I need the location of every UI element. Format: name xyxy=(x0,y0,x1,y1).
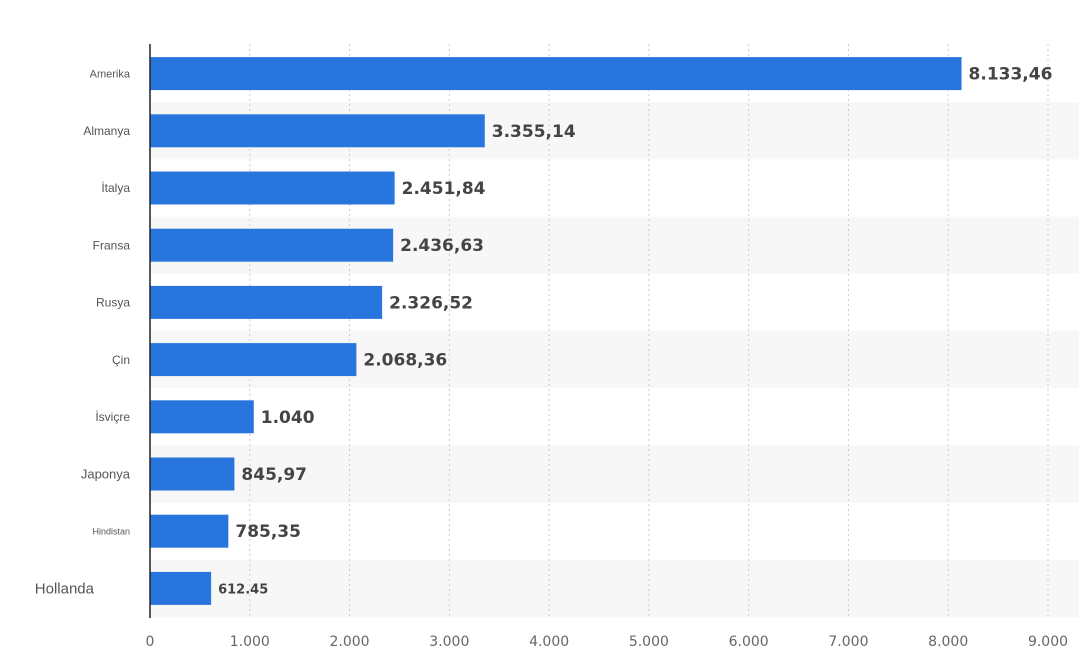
bar xyxy=(150,571,212,605)
category-labels: Amerika Almanya İtalya Fransa Rusya Çin İsviçr… xyxy=(35,68,131,597)
value-label: 2.436,63 xyxy=(400,236,484,256)
row-stripe xyxy=(150,445,1079,503)
category-label: Hindistan xyxy=(92,526,130,536)
x-tick-label: 1.000 xyxy=(230,634,270,650)
value-label: 1.040 xyxy=(261,408,315,428)
value-label: 612.45 xyxy=(218,582,268,597)
row-stripe xyxy=(150,559,1079,617)
value-label: 845,97 xyxy=(241,465,307,485)
value-label: 785,35 xyxy=(235,522,301,542)
value-label: 2.451,84 xyxy=(402,179,486,199)
value-label: 8.133,46 xyxy=(969,65,1053,85)
bar xyxy=(150,514,229,548)
bar xyxy=(150,228,394,262)
x-tick-label: 4.000 xyxy=(529,634,569,650)
value-labels: 8.133,46 3.355,14 2.451,84 2.436,63 2.326,52… xyxy=(218,65,1052,598)
bar xyxy=(150,400,254,434)
x-tick-label: 5.000 xyxy=(629,634,669,650)
category-label: İsviçre xyxy=(95,410,130,424)
bar xyxy=(150,171,395,205)
x-tick-label: 8.000 xyxy=(928,634,968,650)
bar xyxy=(150,285,383,319)
category-label: Amerika xyxy=(90,68,131,80)
category-label: Çin xyxy=(112,353,130,367)
row-stripes xyxy=(150,102,1079,617)
x-tick-label: 7.000 xyxy=(828,634,868,650)
bars xyxy=(150,57,962,605)
category-label: Rusya xyxy=(96,296,130,310)
x-tick-label: 2.000 xyxy=(330,634,370,650)
x-tick-label: 3.000 xyxy=(429,634,469,650)
bar xyxy=(150,57,962,91)
category-label: Japonya xyxy=(81,467,131,482)
x-tick-label: 6.000 xyxy=(729,634,769,650)
x-tick-label: 0 xyxy=(146,634,155,650)
x-tick-label: 9.000 xyxy=(1028,634,1068,650)
bar xyxy=(150,343,357,377)
category-label: Almanya xyxy=(83,124,130,138)
category-label: Fransa xyxy=(93,238,131,252)
bar xyxy=(150,114,485,148)
x-tick-labels: 0 1.000 2.000 3.000 4.000 5.000 6.000 7.000 8.00… xyxy=(146,634,1069,650)
category-label: Hollanda xyxy=(35,581,95,598)
value-label: 3.355,14 xyxy=(492,122,576,142)
value-label: 2.326,52 xyxy=(389,293,473,313)
value-label: 2.068,36 xyxy=(363,351,447,371)
category-label: İtalya xyxy=(101,181,130,195)
bar xyxy=(150,457,235,491)
